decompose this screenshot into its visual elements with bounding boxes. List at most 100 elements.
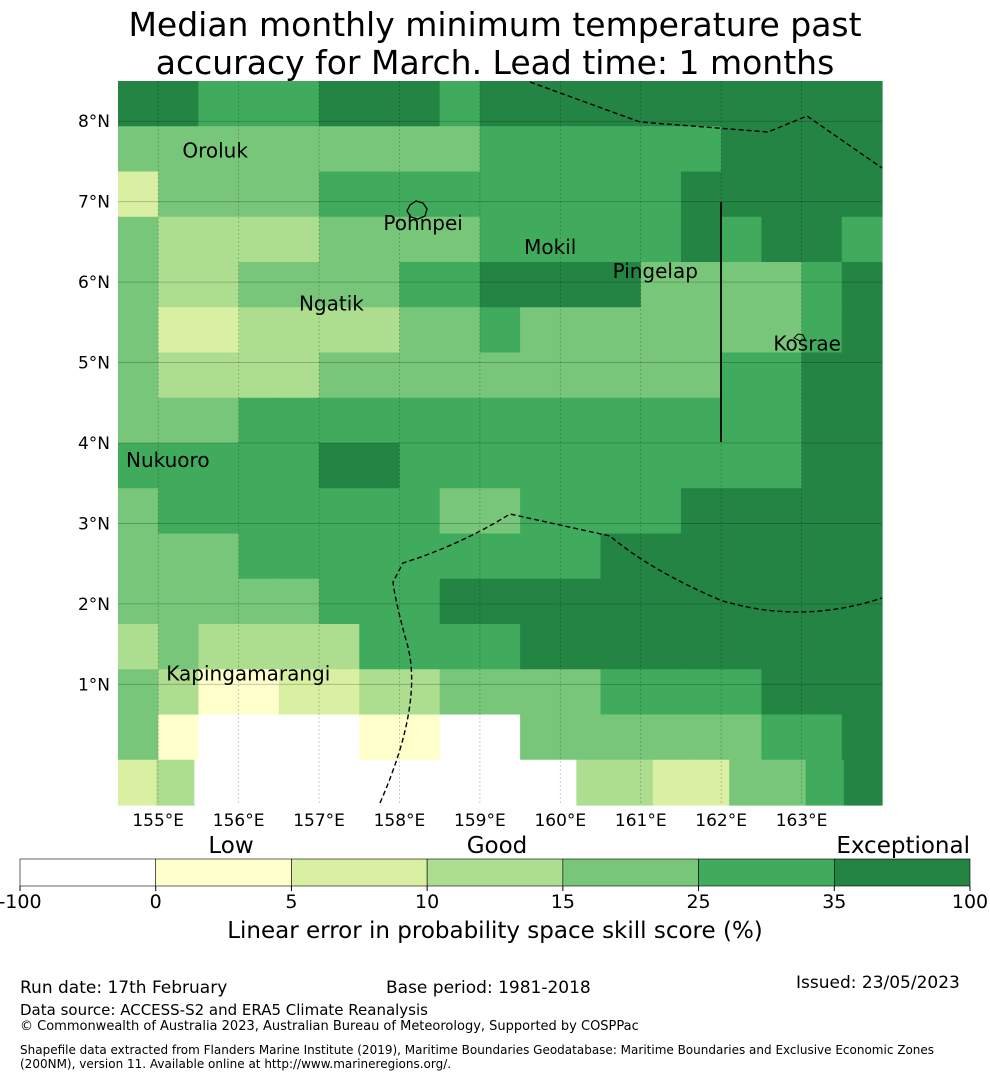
place-label-pohnpei: Pohnpei [383, 211, 463, 235]
grid-cell [238, 171, 280, 218]
grid-cell [560, 443, 602, 489]
grid-cell [843, 759, 883, 806]
grid-cell [801, 488, 843, 535]
grid-cell [680, 533, 722, 580]
colorbar-swatches [19, 858, 971, 887]
grid-cell [721, 397, 762, 444]
grid-cell [841, 262, 883, 308]
grid-cell [461, 759, 501, 806]
grid-cell [118, 216, 159, 263]
grid-cell [479, 533, 521, 580]
longitude-label: 162°E [695, 811, 747, 831]
grid-cell [319, 443, 360, 489]
latitude-label: 4°N [78, 434, 110, 454]
grid-cell [359, 669, 401, 716]
grid-cell [801, 714, 843, 761]
grid-cell [721, 443, 762, 489]
grid-cell [721, 262, 762, 308]
grid-cell [439, 443, 481, 489]
grid-cell [278, 126, 320, 173]
eez-boundary-south-west [379, 513, 883, 804]
category-exceptional: Exceptional [836, 833, 970, 859]
longitude-label: 163°E [776, 811, 828, 831]
grid-cell [399, 126, 441, 173]
grid-cell [278, 669, 320, 716]
grid-cell [560, 307, 602, 354]
grid-cell [278, 624, 320, 670]
colorbar-tick-label: 5 [285, 891, 297, 913]
colorbar-tick-label: 100 [952, 891, 988, 913]
grid-cell [640, 578, 682, 625]
grid-cell [801, 216, 843, 263]
grid-cell [238, 578, 280, 625]
grid-cell [600, 216, 642, 263]
grid-cell [640, 624, 682, 670]
grid-cell [640, 443, 682, 489]
grid-cell [614, 759, 654, 806]
grid-cell [319, 533, 360, 580]
grid-cell [198, 443, 240, 489]
grid-cell [439, 669, 481, 716]
grid-cell [680, 126, 722, 173]
shapefile-credit: Shapefile data extracted from Flanders M… [20, 1043, 935, 1071]
grid-cell [680, 216, 722, 263]
grid-cell [600, 533, 642, 580]
grid-cell [560, 533, 602, 580]
grid-cell [238, 533, 280, 580]
grid-cell [238, 81, 280, 127]
grid-cell [801, 578, 843, 625]
grid-cell [801, 397, 843, 444]
grid-cell [423, 759, 463, 806]
grid-cell [479, 262, 521, 308]
pohnpei-island-shape [406, 200, 428, 220]
latitude-label: 1°N [78, 675, 110, 695]
run-date: Run date: 17th February [20, 978, 228, 998]
grid-cell [560, 488, 602, 535]
grid-cell [691, 759, 730, 806]
grid-cell [520, 714, 561, 761]
grid-cell [640, 262, 682, 308]
grid-cell [238, 126, 280, 173]
grid-cell [640, 81, 682, 127]
grid-cell [309, 759, 348, 806]
title-line-2: accuracy for March. Lead time: 1 months [155, 43, 835, 82]
grid-cell [198, 171, 240, 218]
grid-cell [198, 216, 240, 263]
grid-cell [640, 126, 682, 173]
grid-cell [319, 81, 360, 127]
grid-cell [761, 171, 803, 218]
grid-cell [359, 307, 401, 354]
grid-cell [399, 669, 441, 716]
grid-cell [721, 578, 762, 625]
grid-cell [278, 578, 320, 625]
colorbar-swatch [698, 858, 835, 887]
grid-cell [841, 669, 883, 716]
grid-cell [359, 81, 401, 127]
place-label-pingelap: Pingelap [613, 259, 698, 283]
grid-cell [238, 488, 280, 535]
grid-cell [399, 624, 441, 670]
grid-cell [761, 578, 803, 625]
grid-cell [319, 171, 360, 218]
grid-cell [801, 352, 843, 399]
grid-cell [560, 216, 602, 263]
colorbar-swatch [19, 858, 157, 887]
grid-cell [761, 307, 803, 354]
grid-cell [600, 578, 642, 625]
latitude-label: 8°N [78, 112, 110, 132]
grid-cell [479, 397, 521, 444]
data-source: Data source: ACCESS-S2 and ERA5 Climate … [20, 1001, 428, 1019]
grid-cell [399, 307, 441, 354]
grid-cell [721, 216, 762, 263]
grid-cell [319, 216, 360, 263]
grid-cell [479, 352, 521, 399]
grid-cell [841, 81, 883, 127]
grid-cell [194, 759, 234, 806]
longitude-label: 159°E [454, 811, 506, 831]
grid-cell [479, 216, 521, 263]
grid-cell [359, 216, 401, 263]
grid-cell [560, 81, 602, 127]
grid-cell [319, 624, 360, 670]
grid-cell [801, 533, 843, 580]
grid-cell [479, 578, 521, 625]
